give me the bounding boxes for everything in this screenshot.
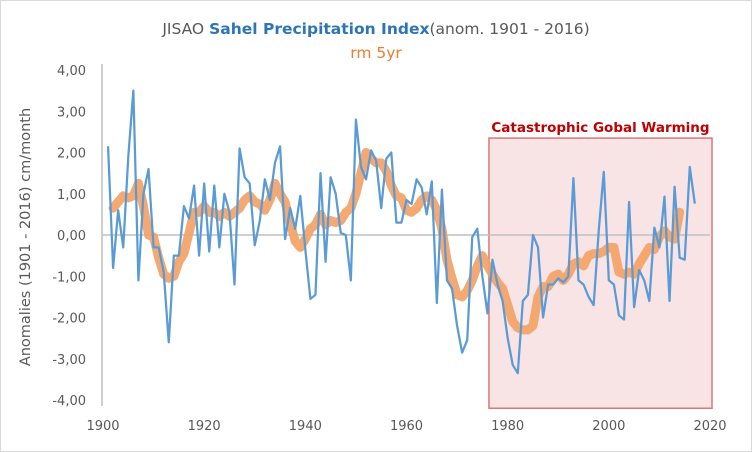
x-tick-label: 1980 <box>491 419 524 434</box>
title-suffix: (anom. 1901 - 2016) <box>429 20 590 38</box>
x-tick-label: 1900 <box>86 419 119 434</box>
y-tick-label: -4,00 <box>52 394 86 409</box>
chart-title: JISAO Sahel Precipitation Index(anom. 19… <box>0 20 752 38</box>
y-tick-label: 3,00 <box>57 105 86 120</box>
y-tick-label: -3,00 <box>52 353 86 368</box>
y-tick-label: 4,00 <box>57 64 86 79</box>
y-tick-label: 2,00 <box>57 147 86 162</box>
annotation-label: Catastrophic Gobal Warming <box>491 120 709 136</box>
x-tick-label: 1960 <box>390 419 423 434</box>
annotation-box <box>488 137 713 409</box>
x-tick-label: 1920 <box>188 419 221 434</box>
y-tick-label: -2,00 <box>52 312 86 327</box>
annotation-layer: Catastrophic Gobal Warming <box>488 120 713 409</box>
title-prefix: JISAO <box>162 20 205 38</box>
title-highlight: Sahel Precipitation Index <box>209 20 430 38</box>
tick-labels-layer: -4,00 -3,00 -2,00 -1,00 0,00 1,00 2,00 3,00 4,00… <box>52 64 726 434</box>
x-tick-label: 2020 <box>693 419 726 434</box>
x-tick-label: 2000 <box>592 419 625 434</box>
axes-layer <box>101 64 710 406</box>
y-tick-label: 1,00 <box>57 188 86 203</box>
y-tick-label: 0,00 <box>57 229 86 244</box>
y-tick-label: -1,00 <box>52 270 86 285</box>
chart-subtitle: rm 5yr <box>350 44 402 62</box>
series-layer <box>106 89 696 375</box>
x-tick-label: 1940 <box>289 419 322 434</box>
